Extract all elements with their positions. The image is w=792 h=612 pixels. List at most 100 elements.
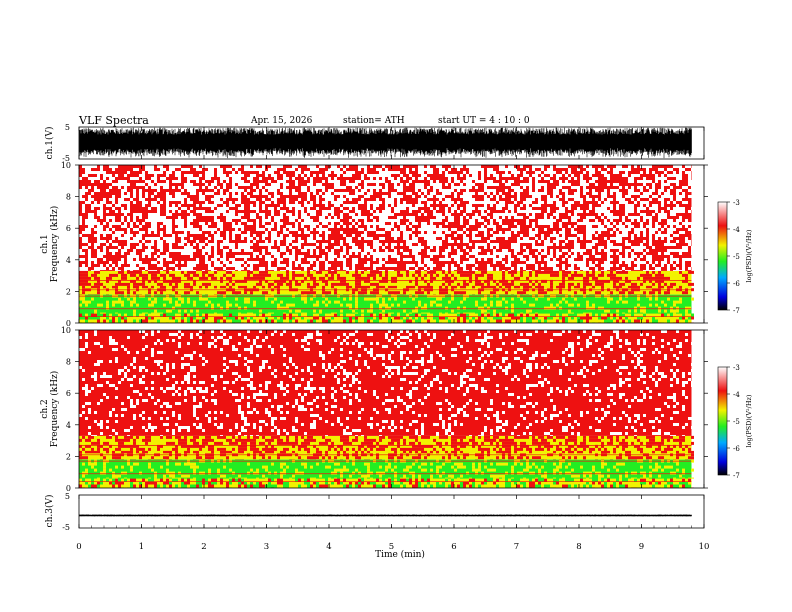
spectrogram-cell	[235, 228, 238, 231]
spectrogram-cell	[253, 276, 256, 280]
spectrogram-cell	[385, 249, 388, 252]
spectrogram-cell	[340, 201, 343, 204]
spectrogram-cell	[121, 291, 124, 295]
spectrogram-cell	[235, 195, 238, 198]
spectrogram-cell	[661, 279, 664, 283]
spectrogram-cell	[202, 165, 205, 168]
spectrogram-cell	[427, 249, 430, 252]
spectrogram-cell	[298, 255, 301, 258]
spectrogram-cell	[436, 201, 439, 204]
spectrogram-cell	[571, 237, 574, 240]
spectrogram-cell	[484, 228, 487, 231]
spectrogram-cell	[349, 213, 352, 216]
spectrogram-cell	[268, 267, 271, 270]
spectrogram-cell	[334, 270, 337, 274]
spectrogram-cell	[544, 291, 547, 295]
spectrogram-cell	[325, 201, 328, 204]
spectrogram-cell	[247, 270, 250, 274]
spectrogram-cell	[91, 216, 94, 219]
spectrogram-cell	[202, 186, 205, 189]
spectrogram-cell	[268, 255, 271, 258]
spectrogram-cell	[568, 237, 571, 240]
spectrogram-cell	[334, 186, 337, 189]
spectrogram-cell	[394, 276, 397, 280]
spectrogram-cell	[640, 222, 643, 225]
spectrogram-cell	[640, 228, 643, 231]
spectrogram-cell	[277, 186, 280, 189]
spectrogram-cell	[313, 222, 316, 225]
spectrogram-cell	[409, 312, 412, 314]
spectrogram-cell	[544, 240, 547, 243]
spectrogram-cell	[169, 231, 172, 234]
spectrogram-cell	[166, 183, 169, 186]
spectrogram-cell	[469, 276, 472, 280]
spectrogram-cell	[457, 180, 460, 183]
spectrogram-cell	[568, 276, 571, 280]
spectrogram-cell	[526, 198, 529, 201]
spectrogram-cell	[112, 300, 115, 304]
spectrogram-cell	[451, 183, 454, 186]
spectrogram-cell	[661, 195, 664, 198]
spectrogram-cell	[670, 243, 673, 246]
spectrogram-cell	[241, 219, 244, 222]
spectrogram-cell	[286, 282, 289, 286]
spectrogram-cell	[517, 186, 520, 189]
spectrogram-cell	[556, 243, 559, 246]
spectrogram-cell	[205, 255, 208, 258]
spectrogram-cell	[256, 273, 259, 277]
spectrogram-cell	[289, 279, 292, 283]
spectrogram-cell	[319, 276, 322, 280]
spectrogram-cell	[679, 270, 682, 274]
spectrogram-cell	[586, 303, 589, 307]
spectrogram-cell	[415, 258, 418, 261]
spectrogram-cell	[313, 189, 316, 192]
spectrogram-cell	[256, 207, 259, 210]
spectrogram-cell	[556, 252, 559, 255]
spectrogram-cell	[472, 237, 475, 240]
spectrogram-cell	[289, 313, 292, 317]
spectrogram-cell	[601, 207, 604, 210]
spectrogram-cell	[556, 249, 559, 252]
spectrogram-cell	[547, 219, 550, 222]
spectrogram-cell	[478, 168, 481, 171]
spectrogram-cell	[139, 243, 142, 246]
spectrogram-cell	[289, 204, 292, 207]
spectrogram-cell	[190, 228, 193, 231]
spectrogram-cell	[478, 316, 481, 320]
spectrogram-cell	[148, 180, 151, 183]
spectrogram-cell	[418, 165, 421, 168]
spectrogram-cell	[682, 313, 685, 317]
spectrogram-cell	[640, 261, 643, 264]
spectrogram-cell	[379, 316, 382, 320]
spectrogram-cell	[238, 165, 241, 168]
spectrogram-cell	[661, 168, 664, 171]
spectrogram-cell	[451, 219, 454, 222]
spectrogram-cell	[604, 204, 607, 207]
spectrogram-cell	[352, 249, 355, 252]
spectrogram-cell	[571, 303, 574, 307]
spectrogram-cell	[316, 252, 319, 255]
spectrogram-cell	[688, 282, 691, 286]
spectrogram-cell	[640, 195, 643, 198]
spectrogram-cell	[259, 213, 262, 216]
spectrogram-cell	[286, 204, 289, 207]
spectrogram-cell	[226, 261, 229, 264]
spectrogram-cell	[364, 249, 367, 252]
spectrogram-cell	[115, 243, 118, 246]
spectrogram-cell	[196, 231, 199, 234]
spectrogram-cell	[469, 279, 472, 283]
spectrogram-cell	[109, 198, 112, 201]
spectrogram-cell	[307, 195, 310, 198]
spectrogram-cell	[364, 285, 367, 289]
spectrogram-cell	[85, 237, 88, 240]
spectrogram-cell	[82, 246, 85, 249]
spectrogram-cell	[352, 261, 355, 264]
spectrogram-cell	[337, 258, 340, 261]
spectrogram-cell	[136, 276, 139, 280]
spectrogram-cell	[475, 177, 478, 180]
spectrogram-cell	[97, 210, 100, 213]
spectrogram-cell	[133, 279, 136, 283]
spectrogram-cell	[427, 195, 430, 198]
spectrogram-cell	[550, 313, 553, 317]
spectrogram-cell	[430, 243, 433, 246]
